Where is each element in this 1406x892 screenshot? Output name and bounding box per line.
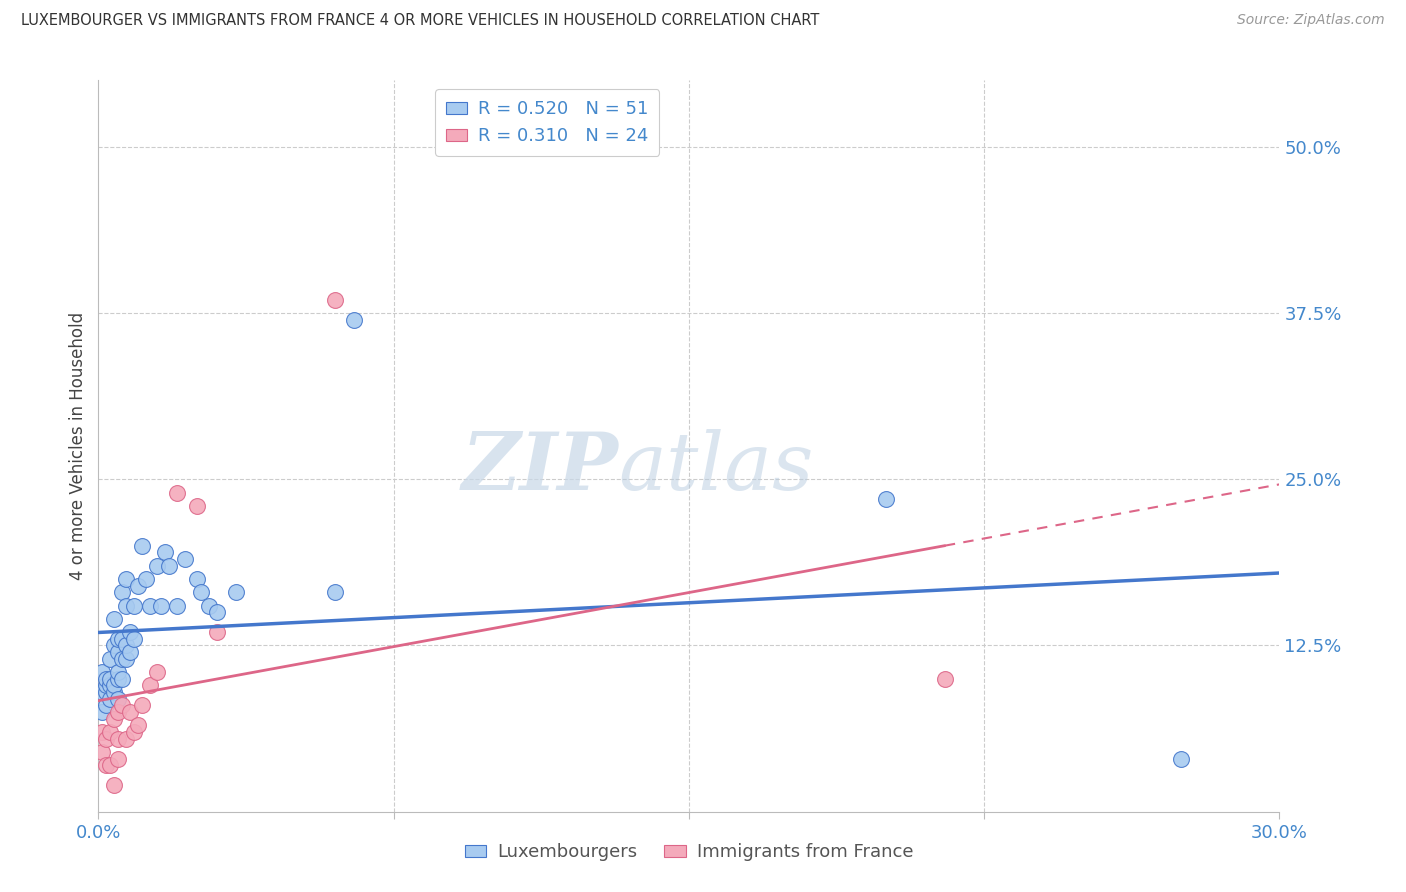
Point <box>103 639 125 653</box>
Point <box>107 705 129 719</box>
Point <box>98 678 121 692</box>
Point <box>118 705 141 719</box>
Point <box>122 632 145 646</box>
Point <box>96 731 118 746</box>
Point <box>122 599 145 613</box>
Point <box>934 672 956 686</box>
Point <box>135 572 157 586</box>
Text: LUXEMBOURGER VS IMMIGRANTS FROM FRANCE 4 OR MORE VEHICLES IN HOUSEHOLD CORRELATI: LUXEMBOURGER VS IMMIGRANTS FROM FRANCE 4… <box>21 13 820 29</box>
Point <box>91 665 114 679</box>
Point <box>205 625 228 640</box>
Point <box>115 639 138 653</box>
Point <box>107 645 129 659</box>
Legend: Luxembourgers, Immigrants from France: Luxembourgers, Immigrants from France <box>457 836 921 869</box>
Point <box>157 558 180 573</box>
Point <box>225 585 247 599</box>
Point <box>107 672 129 686</box>
Point <box>186 499 208 513</box>
Point <box>127 579 149 593</box>
Point <box>103 612 125 626</box>
Point <box>122 725 145 739</box>
Point <box>118 645 141 659</box>
Point <box>875 492 897 507</box>
Point <box>127 718 149 732</box>
Point <box>1170 751 1192 765</box>
Point <box>98 725 121 739</box>
Point <box>96 678 118 692</box>
Point <box>115 731 138 746</box>
Point <box>343 312 366 326</box>
Point <box>107 632 129 646</box>
Point <box>150 599 173 613</box>
Point <box>98 691 121 706</box>
Point <box>115 599 138 613</box>
Point <box>131 539 153 553</box>
Point <box>91 705 114 719</box>
Point <box>190 585 212 599</box>
Point <box>91 685 114 699</box>
Point <box>166 599 188 613</box>
Point <box>111 585 134 599</box>
Point <box>96 672 118 686</box>
Point <box>323 293 346 307</box>
Point <box>146 558 169 573</box>
Point <box>96 685 118 699</box>
Point <box>111 652 134 666</box>
Point <box>107 691 129 706</box>
Point <box>107 731 129 746</box>
Point <box>155 545 177 559</box>
Point <box>205 605 228 619</box>
Y-axis label: 4 or more Vehicles in Household: 4 or more Vehicles in Household <box>69 312 87 580</box>
Point <box>107 665 129 679</box>
Point <box>131 698 153 713</box>
Point <box>98 652 121 666</box>
Point <box>186 572 208 586</box>
Point <box>91 745 114 759</box>
Point <box>174 552 197 566</box>
Point <box>103 778 125 792</box>
Point <box>111 672 134 686</box>
Point <box>115 572 138 586</box>
Point <box>118 625 141 640</box>
Point <box>111 698 134 713</box>
Point <box>103 712 125 726</box>
Point <box>138 678 160 692</box>
Text: ZIP: ZIP <box>461 429 619 507</box>
Point <box>103 685 125 699</box>
Point <box>98 672 121 686</box>
Point <box>96 698 118 713</box>
Text: Source: ZipAtlas.com: Source: ZipAtlas.com <box>1237 13 1385 28</box>
Point <box>91 725 114 739</box>
Text: atlas: atlas <box>619 429 814 507</box>
Point <box>111 632 134 646</box>
Point <box>323 585 346 599</box>
Point <box>146 665 169 679</box>
Point <box>107 751 129 765</box>
Point <box>98 758 121 772</box>
Point <box>138 599 160 613</box>
Point <box>103 678 125 692</box>
Point <box>96 758 118 772</box>
Point <box>197 599 219 613</box>
Point <box>115 652 138 666</box>
Point <box>166 485 188 500</box>
